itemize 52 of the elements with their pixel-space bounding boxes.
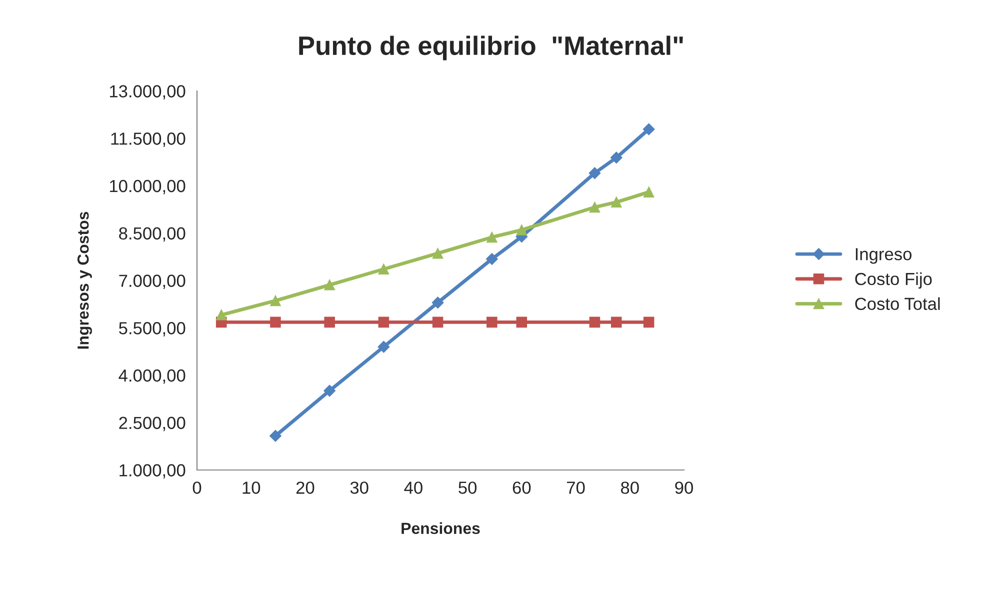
point [486,253,498,265]
point [610,152,622,164]
y-tick-label: 7.000,00 [119,274,186,290]
point [610,316,622,328]
x-tick-label: 80 [620,482,639,494]
y-tick-label: 4.000,00 [118,369,186,384]
x-tick-label: 30 [350,482,368,494]
y-axis-title: Ingresos y Costos [77,212,92,349]
point [588,167,601,180]
legend-label: Costo Fijo [855,272,932,289]
point [432,248,444,259]
point [270,430,282,442]
point [516,224,528,236]
point [610,196,622,208]
y-tick-label: 1.000,00 [120,464,186,479]
point [432,316,444,328]
point [270,295,281,306]
point [270,316,281,328]
point [432,296,444,309]
chart-title: Punto de equilibrio "Maternal" [299,36,683,60]
x-tick-label: 70 [567,482,585,494]
point [324,316,335,328]
y-tick-label: 5.500,00 [119,322,186,336]
x-tick-label: 60 [512,482,531,494]
x-tick-label: 40 [404,482,422,494]
point [486,232,498,243]
x-tick-label: 20 [296,482,314,494]
x-tick-label: 0 [192,482,202,494]
x-tick-label: 90 [675,482,693,494]
legend-label: Costo Total [855,297,940,310]
point [589,202,600,213]
x-tick-label: 10 [242,482,260,494]
point [324,384,336,397]
y-tick-label: 10.000,00 [110,180,186,194]
point [643,186,654,198]
x-axis-title: Pensiones [402,522,480,534]
x-tick-label: 50 [458,482,477,494]
point [216,310,227,320]
point [642,123,655,136]
point [378,316,390,328]
point [378,264,390,275]
y-tick-label: 8.500,00 [119,227,186,242]
point [516,316,528,328]
point [643,316,654,328]
point [486,316,498,328]
y-tick-label: 2.500,00 [119,416,186,432]
legend-label: Ingreso [856,248,912,264]
point [589,316,600,328]
point [324,280,335,290]
y-tick-label: 13.000,00 [110,85,186,100]
y-tick-label: 11.500,00 [111,132,186,147]
point [378,340,390,353]
